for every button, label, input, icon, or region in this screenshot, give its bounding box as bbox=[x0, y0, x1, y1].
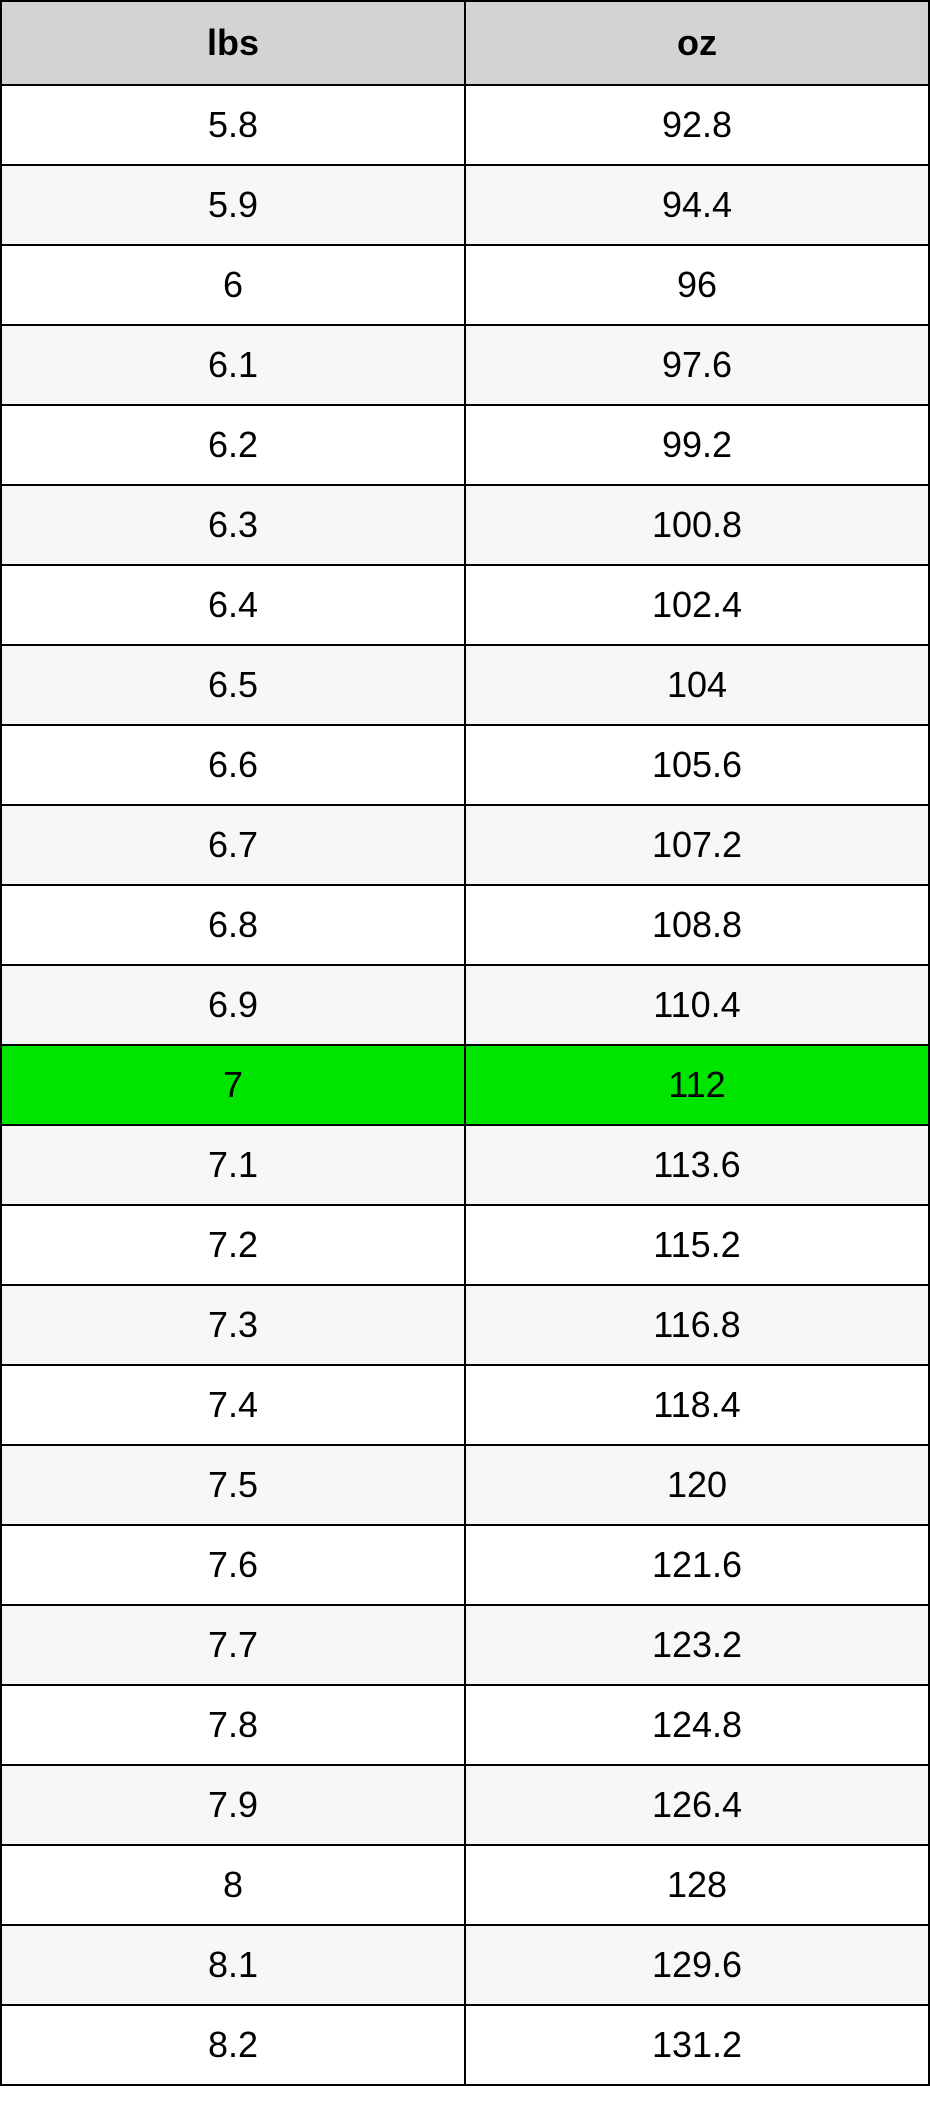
cell-oz: 115.2 bbox=[465, 1205, 929, 1285]
cell-lbs: 6.3 bbox=[1, 485, 465, 565]
table-row: 6.4102.4 bbox=[1, 565, 929, 645]
cell-oz: 100.8 bbox=[465, 485, 929, 565]
table-row: 7.3116.8 bbox=[1, 1285, 929, 1365]
cell-oz: 118.4 bbox=[465, 1365, 929, 1445]
cell-oz: 110.4 bbox=[465, 965, 929, 1045]
table-row: 8.2131.2 bbox=[1, 2005, 929, 2085]
table-row: 7.4118.4 bbox=[1, 1365, 929, 1445]
table-row: 6.197.6 bbox=[1, 325, 929, 405]
table-row: 696 bbox=[1, 245, 929, 325]
cell-oz: 131.2 bbox=[465, 2005, 929, 2085]
table-row: 5.994.4 bbox=[1, 165, 929, 245]
cell-lbs: 7.7 bbox=[1, 1605, 465, 1685]
table-header-row: lbs oz bbox=[1, 1, 929, 85]
cell-oz: 126.4 bbox=[465, 1765, 929, 1845]
table-row: 7.8124.8 bbox=[1, 1685, 929, 1765]
cell-lbs: 6.1 bbox=[1, 325, 465, 405]
table-row: 7.9126.4 bbox=[1, 1765, 929, 1845]
cell-oz: 116.8 bbox=[465, 1285, 929, 1365]
cell-lbs: 6.5 bbox=[1, 645, 465, 725]
cell-oz: 120 bbox=[465, 1445, 929, 1525]
conversion-table: lbs oz 5.892.85.994.46966.197.66.299.26.… bbox=[0, 0, 930, 2086]
cell-oz: 123.2 bbox=[465, 1605, 929, 1685]
table-row: 8128 bbox=[1, 1845, 929, 1925]
cell-lbs: 7.2 bbox=[1, 1205, 465, 1285]
cell-lbs: 8.1 bbox=[1, 1925, 465, 2005]
cell-lbs: 5.9 bbox=[1, 165, 465, 245]
cell-lbs: 6.6 bbox=[1, 725, 465, 805]
cell-oz: 104 bbox=[465, 645, 929, 725]
cell-oz: 94.4 bbox=[465, 165, 929, 245]
cell-oz: 92.8 bbox=[465, 85, 929, 165]
table-row: 7.7123.2 bbox=[1, 1605, 929, 1685]
cell-lbs: 7.6 bbox=[1, 1525, 465, 1605]
cell-oz: 107.2 bbox=[465, 805, 929, 885]
column-header-lbs: lbs bbox=[1, 1, 465, 85]
table-row: 6.5104 bbox=[1, 645, 929, 725]
cell-lbs: 8.2 bbox=[1, 2005, 465, 2085]
cell-oz: 121.6 bbox=[465, 1525, 929, 1605]
cell-oz: 105.6 bbox=[465, 725, 929, 805]
table-row: 7.1113.6 bbox=[1, 1125, 929, 1205]
cell-lbs: 5.8 bbox=[1, 85, 465, 165]
table-row: 7.2115.2 bbox=[1, 1205, 929, 1285]
cell-oz: 113.6 bbox=[465, 1125, 929, 1205]
cell-oz: 96 bbox=[465, 245, 929, 325]
cell-lbs: 6.9 bbox=[1, 965, 465, 1045]
cell-lbs: 7 bbox=[1, 1045, 465, 1125]
cell-oz: 128 bbox=[465, 1845, 929, 1925]
table-row: 7112 bbox=[1, 1045, 929, 1125]
cell-oz: 102.4 bbox=[465, 565, 929, 645]
cell-lbs: 6.2 bbox=[1, 405, 465, 485]
table-row: 7.5120 bbox=[1, 1445, 929, 1525]
cell-lbs: 8 bbox=[1, 1845, 465, 1925]
table-row: 6.7107.2 bbox=[1, 805, 929, 885]
cell-oz: 108.8 bbox=[465, 885, 929, 965]
cell-lbs: 6.8 bbox=[1, 885, 465, 965]
cell-lbs: 6.4 bbox=[1, 565, 465, 645]
cell-oz: 112 bbox=[465, 1045, 929, 1125]
table-row: 6.6105.6 bbox=[1, 725, 929, 805]
table-body: 5.892.85.994.46966.197.66.299.26.3100.86… bbox=[1, 85, 929, 2085]
table-row: 6.8108.8 bbox=[1, 885, 929, 965]
table-row: 6.3100.8 bbox=[1, 485, 929, 565]
table-row: 6.9110.4 bbox=[1, 965, 929, 1045]
table-row: 7.6121.6 bbox=[1, 1525, 929, 1605]
cell-lbs: 7.4 bbox=[1, 1365, 465, 1445]
cell-oz: 129.6 bbox=[465, 1925, 929, 2005]
cell-lbs: 7.5 bbox=[1, 1445, 465, 1525]
cell-lbs: 7.3 bbox=[1, 1285, 465, 1365]
cell-oz: 124.8 bbox=[465, 1685, 929, 1765]
cell-oz: 97.6 bbox=[465, 325, 929, 405]
table-row: 5.892.8 bbox=[1, 85, 929, 165]
cell-lbs: 6.7 bbox=[1, 805, 465, 885]
cell-lbs: 7.1 bbox=[1, 1125, 465, 1205]
column-header-oz: oz bbox=[465, 1, 929, 85]
table-row: 8.1129.6 bbox=[1, 1925, 929, 2005]
cell-lbs: 6 bbox=[1, 245, 465, 325]
cell-lbs: 7.9 bbox=[1, 1765, 465, 1845]
table-row: 6.299.2 bbox=[1, 405, 929, 485]
cell-oz: 99.2 bbox=[465, 405, 929, 485]
cell-lbs: 7.8 bbox=[1, 1685, 465, 1765]
